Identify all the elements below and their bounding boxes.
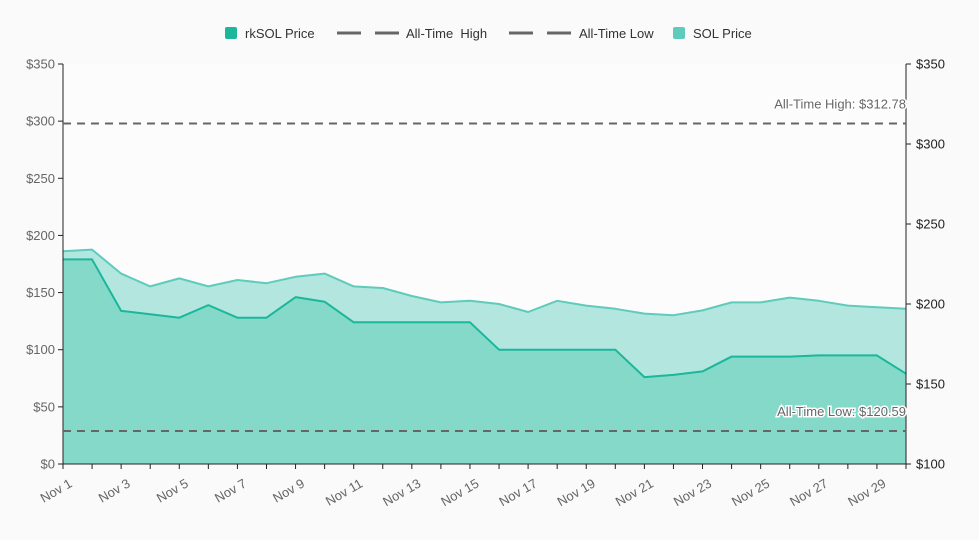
left-axis-tick-label: $100 <box>26 342 55 357</box>
legend-item-all-time-high[interactable]: All-Time High <box>337 26 487 41</box>
sol-line <box>62 248 907 317</box>
all-time-high-label: All-Time High: $312.78 <box>774 97 906 112</box>
legend-label-ath: All-Time High <box>406 26 487 41</box>
rksol-area <box>63 259 906 464</box>
right-axis-tick-label: $150 <box>916 377 945 392</box>
series-layer <box>62 248 907 464</box>
left-axis-tick-label: $250 <box>26 171 55 186</box>
right-axis-tick-label: $200 <box>916 297 945 312</box>
legend-item-sol-price[interactable]: SOL Price <box>673 26 752 41</box>
legend-item-all-time-low[interactable]: All-Time Low <box>509 26 654 41</box>
left-axis-tick-label: $0 <box>41 457 55 472</box>
right-axis-tick-label: $350 <box>916 57 945 72</box>
legend-label-atl: All-Time Low <box>579 26 654 41</box>
left-axis-tick-label: $150 <box>26 285 55 300</box>
legend-swatch-rksol <box>225 27 237 39</box>
legend-item-rksol-price[interactable]: rkSOL Price <box>225 26 315 41</box>
left-axis-tick-label: $50 <box>33 399 55 414</box>
reference-lines: All-Time High: $312.78 All-Time Low: $120… <box>63 95 908 433</box>
left-axis-tick-label: $300 <box>26 114 55 129</box>
right-axis-tick-label: $250 <box>916 217 945 232</box>
right-axis-tick-label: $300 <box>916 137 945 152</box>
left-axis-tick-label: $200 <box>26 228 55 243</box>
right-axis-tick-label: $100 <box>916 457 945 472</box>
rksol-line <box>63 258 907 379</box>
left-axis-tick-label: $350 <box>26 57 55 72</box>
legend: rkSOL Price All-Time High All-Time Low S… <box>225 26 752 41</box>
legend-swatch-sol <box>673 27 685 39</box>
legend-label-rksol: rkSOL Price <box>245 26 315 41</box>
legend-label-sol: SOL Price <box>693 26 752 41</box>
all-time-low-label: All-Time Low: $120.59 <box>777 404 906 419</box>
